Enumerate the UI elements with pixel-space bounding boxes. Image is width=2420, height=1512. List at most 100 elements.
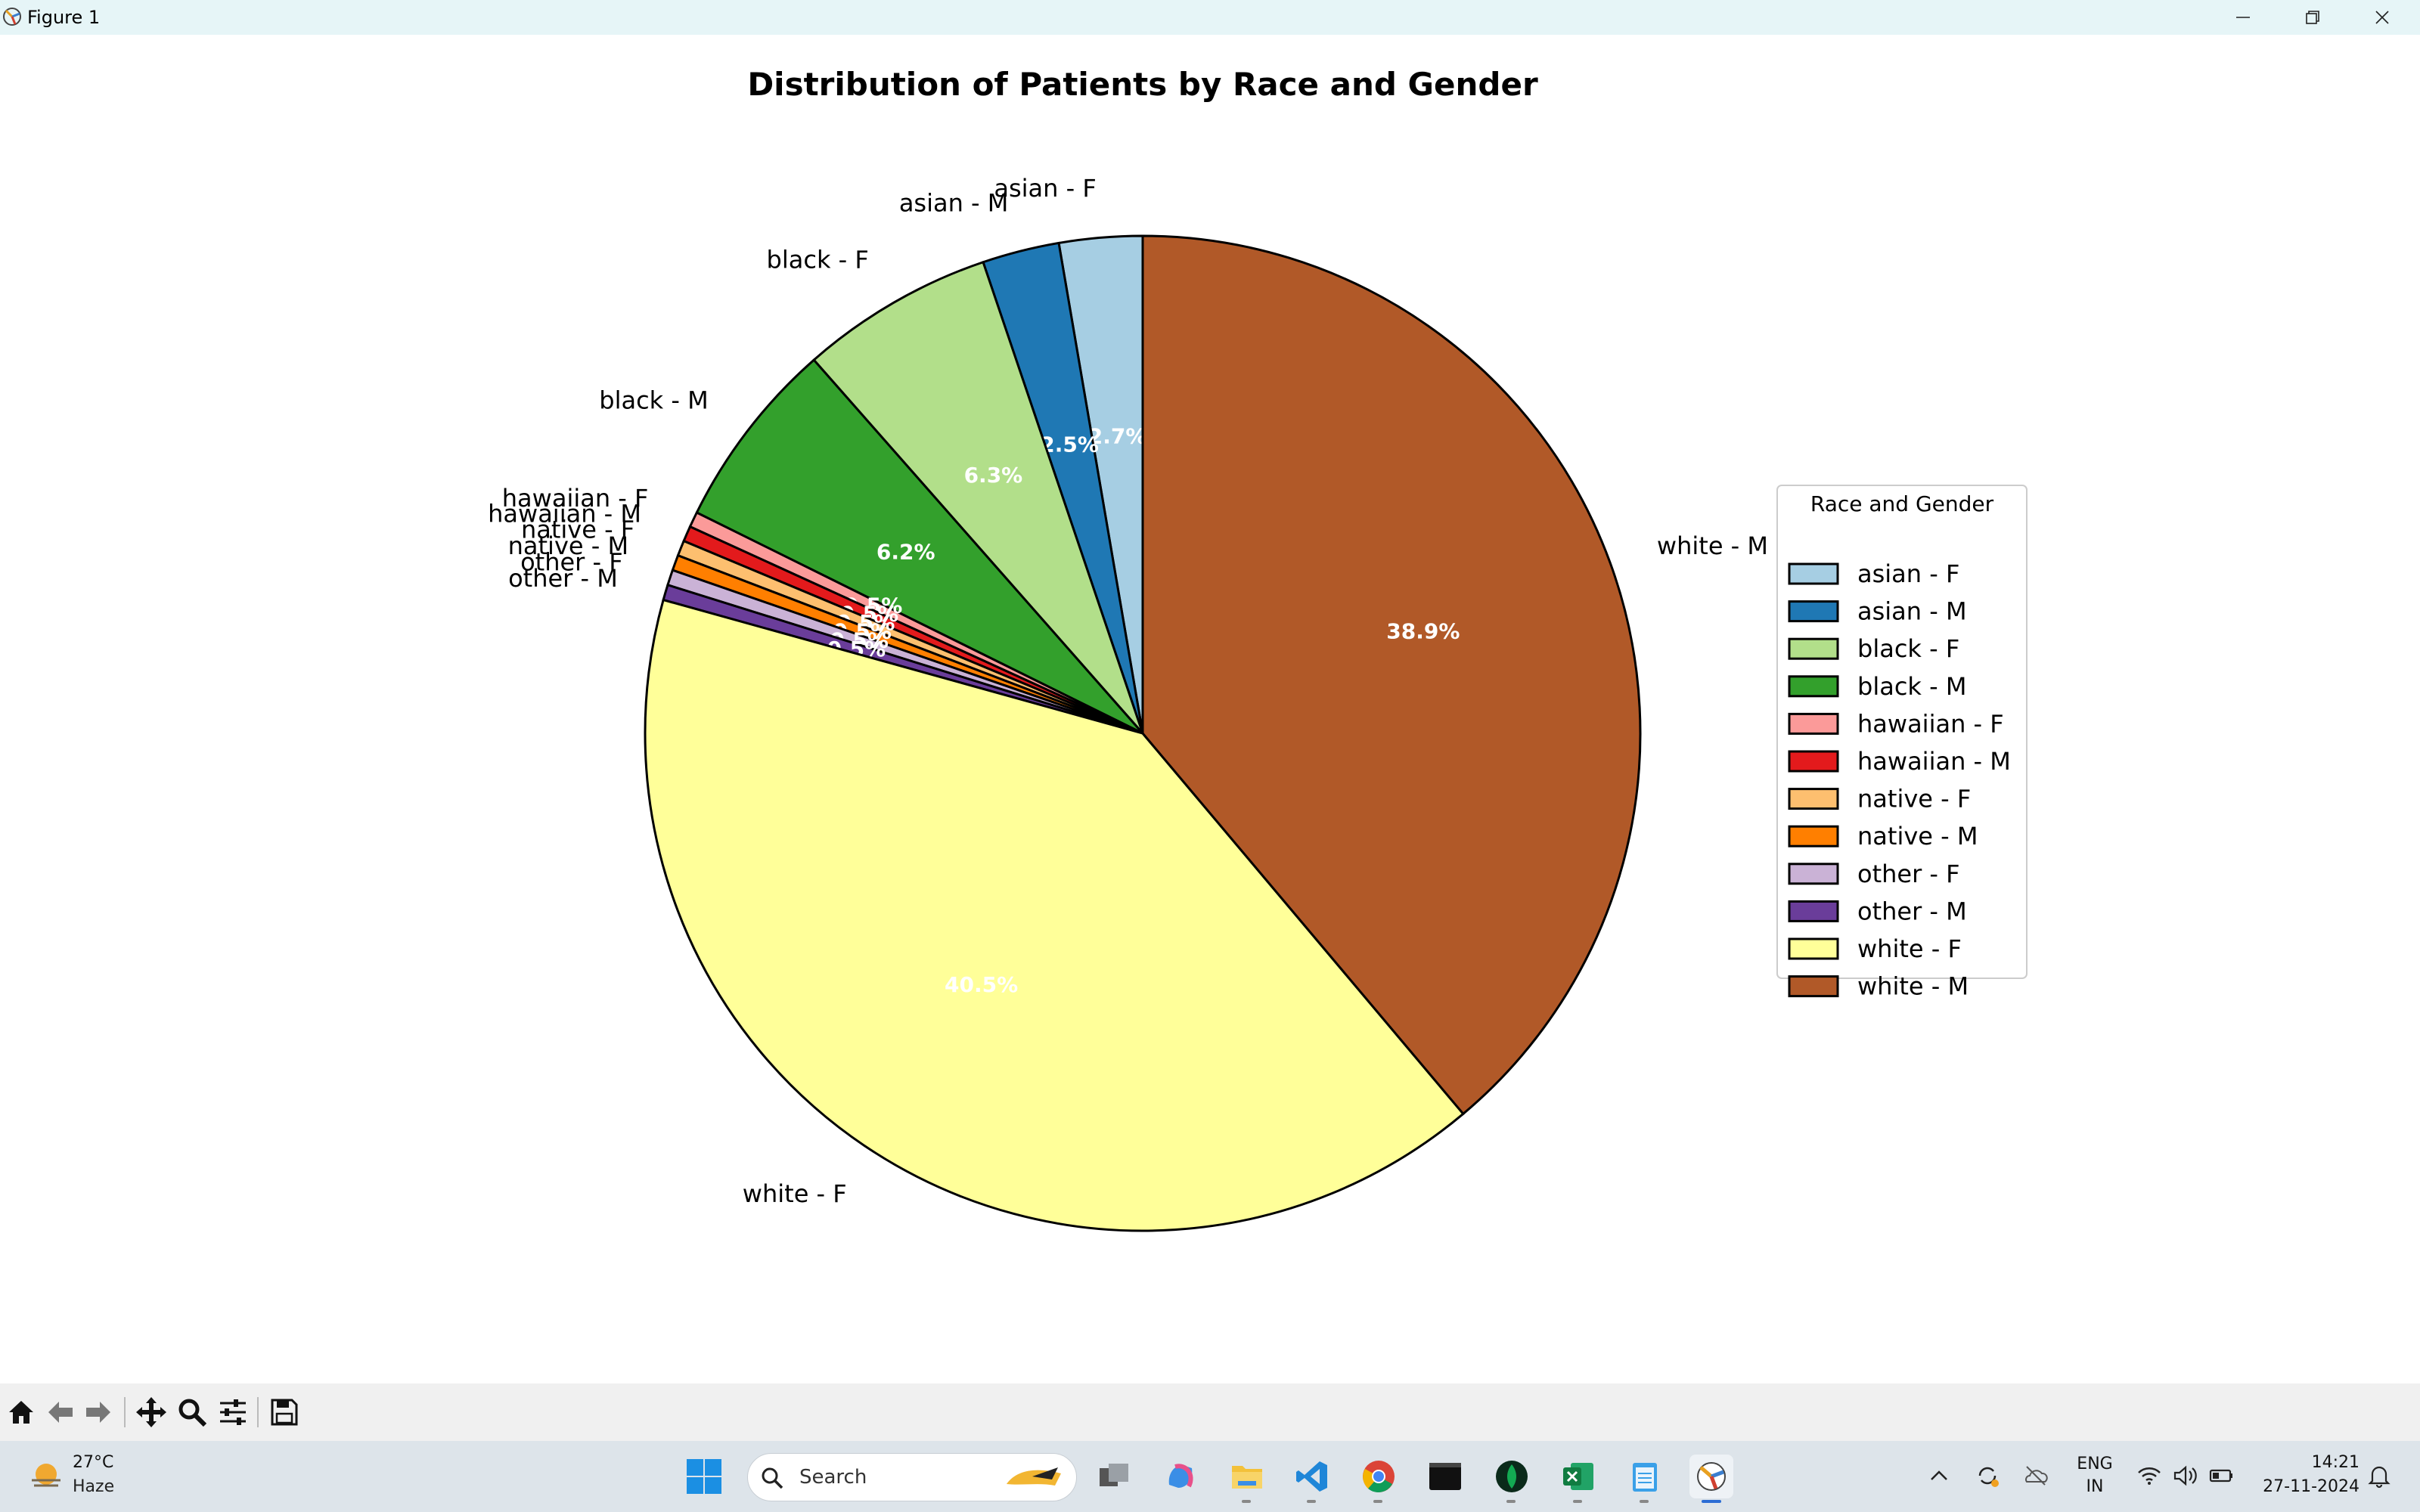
figure-canvas: Distribution of Patients by Race and Gen… [0,35,2420,1383]
pan-icon [136,1397,166,1427]
home-button[interactable] [3,1394,39,1430]
window-title: Figure 1 [27,7,101,28]
legend-swatch [1788,712,1839,735]
weather-description[interactable]: Haze [73,1477,115,1496]
slice-label: native - F [521,516,634,544]
weather-temperature[interactable]: 27°C [73,1453,114,1472]
windows-start-icon[interactable] [685,1458,723,1495]
slice-label: white - M [1657,531,1768,560]
legend-label: white - M [1857,972,1969,1001]
legend-swatch [1788,863,1839,885]
battery-icon[interactable] [2208,1462,2235,1489]
slice-percentage: 6.2% [876,540,935,565]
legend-swatch [1788,750,1839,773]
slice-percentage: 6.3% [964,463,1023,488]
slice-label: hawaiian - F [502,484,649,513]
configure-button[interactable] [215,1394,251,1430]
taskbar-notepad[interactable] [1623,1455,1667,1503]
legend-label: black - M [1857,672,1966,701]
save-button[interactable] [266,1394,302,1430]
taskbar-search-box[interactable]: Search [747,1453,1077,1501]
taskbar-excel[interactable] [1556,1455,1600,1503]
close-icon [2375,11,2389,24]
taskbar-copilot[interactable] [1159,1455,1202,1498]
back-button[interactable] [42,1394,79,1430]
excel-icon [1563,1463,1593,1490]
pie-chart: Distribution of Patients by Race and Gen… [488,66,2028,1232]
pie-slice-white-m [1141,234,1642,1116]
running-indicator [1702,1500,1721,1503]
mongodb-icon [1496,1461,1528,1492]
taskbar-terminal[interactable] [1423,1455,1467,1498]
legend-swatch [1788,637,1839,660]
terminal-icon [1429,1463,1461,1490]
folder-icon [1232,1466,1262,1489]
chart-title: Distribution of Patients by Race and Gen… [747,66,1538,103]
toolbar-separator [257,1397,259,1427]
taskbar-file-explorer[interactable] [1225,1455,1269,1503]
running-indicator [1640,1500,1649,1503]
clock-time[interactable]: 14:21 [2311,1453,2360,1472]
region-indicator[interactable]: IN [2086,1477,2104,1496]
zoom-button[interactable] [174,1394,210,1430]
running-indicator [1242,1500,1251,1503]
pie-slice-white-f [644,598,1465,1232]
maximize-icon [2306,11,2319,24]
weather-haze-icon[interactable] [27,1458,65,1495]
notification-bell-icon[interactable] [2366,1462,2393,1489]
slice-percentage: 2.7% [1088,424,1147,449]
pan-button[interactable] [133,1394,169,1430]
minimize-button[interactable] [2208,0,2278,35]
taskbar-python-figure[interactable] [1689,1455,1733,1503]
close-button[interactable] [2347,0,2417,35]
language-indicator[interactable]: ENG [2077,1455,2113,1473]
chrome-icon [1363,1461,1395,1492]
taskbar-chrome[interactable] [1357,1455,1401,1503]
clock-date[interactable]: 27-11-2024 [2263,1477,2360,1496]
app-icon [3,8,21,26]
slice-label: hawaiian - M [488,500,641,528]
task-view-icon [1100,1464,1128,1486]
taskbar-task-view[interactable] [1092,1455,1136,1498]
copilot-icon [1168,1464,1193,1488]
onedrive-offline-icon[interactable] [2022,1462,2049,1489]
maximize-button[interactable] [2278,0,2347,35]
slice-percentage: 2.5% [1040,432,1099,457]
volume-icon[interactable] [2172,1462,2199,1489]
legend-label: white - F [1857,934,1962,963]
back-icon [48,1402,73,1423]
search-placeholder: Search [799,1466,867,1489]
chart-legend: Race and Gender asian - F asian - M black … [1776,485,2028,1001]
configure-icon [220,1399,246,1425]
legend-label: hawaiian - F [1857,709,2004,738]
chevron-up-icon[interactable] [1925,1462,1953,1489]
running-indicator [1307,1500,1316,1503]
search-highlight-icon [1007,1467,1061,1486]
legend-swatch [1788,788,1839,810]
slice-label: other - M [508,564,618,593]
save-icon [271,1399,298,1426]
sync-icon[interactable] [1974,1462,2001,1489]
legend-swatch [1788,600,1839,623]
legend-label: hawaiian - M [1857,747,2011,776]
forward-button[interactable] [80,1394,116,1430]
wifi-icon[interactable] [2136,1462,2163,1489]
slice-percentage: 40.5% [945,972,1018,997]
matplotlib-icon [1697,1462,1726,1491]
taskbar-vscode[interactable] [1290,1455,1334,1503]
slice-label: native - M [508,531,628,560]
pie-slice-black-m [695,358,1144,735]
slice-percentage: 38.9% [1386,619,1460,644]
legend-label: native - F [1857,785,1971,813]
slice-label: black - F [767,245,869,274]
figure-toolbar [0,1383,2420,1441]
zoom-icon [178,1399,207,1427]
running-indicator [1573,1500,1582,1503]
notepad-icon [1633,1463,1657,1492]
slice-label: other - F [520,547,623,576]
legend-swatch [1788,900,1839,922]
taskbar-mongodb[interactable] [1490,1455,1534,1503]
slice-label: asian - M [899,188,1009,217]
running-indicator [1506,1500,1516,1503]
legend-label: other - M [1857,897,1967,925]
